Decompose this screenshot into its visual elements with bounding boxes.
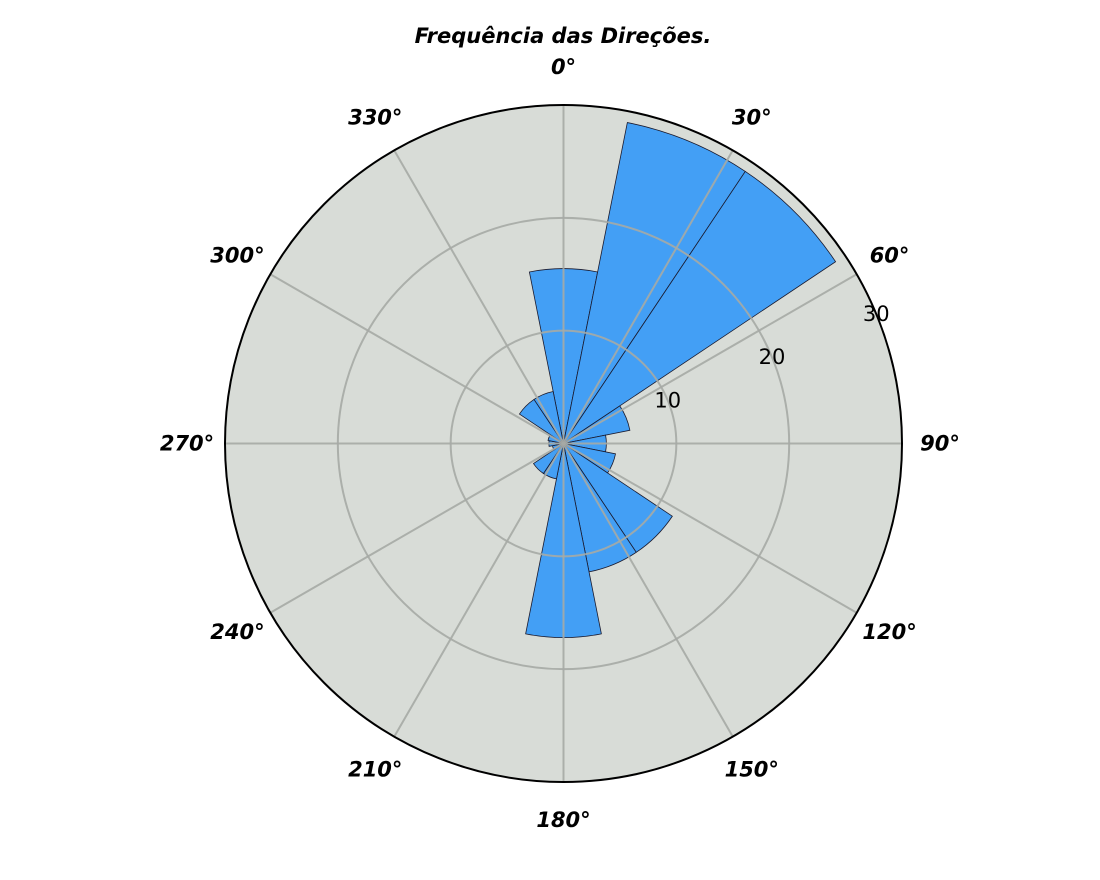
theta-gridline-240	[269, 442, 564, 614]
theta-gridline-120	[563, 442, 858, 614]
theta-tick-label-180: 180°	[536, 808, 590, 832]
theta-gridline-30	[562, 149, 734, 444]
theta-tick-label-0: 0°	[551, 55, 576, 79]
r-tick-label-10: 10	[654, 388, 681, 412]
chart-title: Frequência das Direções.	[415, 24, 712, 48]
theta-gridline-210	[393, 443, 565, 738]
theta-tick-label-330: 330°	[348, 105, 402, 129]
theta-gridline-330	[393, 149, 565, 444]
theta-tick-label-150: 150°	[725, 758, 779, 782]
r-tick-label-30: 30	[863, 302, 890, 326]
theta-tick-label-270: 270°	[160, 432, 214, 456]
theta-gridline-60	[563, 273, 858, 445]
theta-tick-label-240: 240°	[210, 620, 264, 644]
bar-45	[563, 170, 837, 444]
theta-gridline-150	[562, 443, 734, 738]
bar-225	[532, 443, 564, 475]
labels-layer: 0° 30° 60° 90° 120° 150° 180° 210° 240° 270° 300° 3…	[160, 55, 960, 832]
theta-gridline-300	[269, 273, 564, 445]
theta-tick-label-30: 30°	[732, 105, 772, 129]
r-tick-label-20: 20	[759, 345, 786, 369]
theta-tick-label-60: 60°	[870, 243, 910, 267]
grid-layer	[225, 105, 902, 782]
theta-tick-label-90: 90°	[920, 432, 960, 456]
theta-tick-label-210: 210°	[348, 758, 402, 782]
polar-frame	[224, 104, 903, 783]
theta-tick-label-120: 120°	[862, 620, 916, 644]
theta-tick-label-300: 300°	[210, 243, 264, 267]
